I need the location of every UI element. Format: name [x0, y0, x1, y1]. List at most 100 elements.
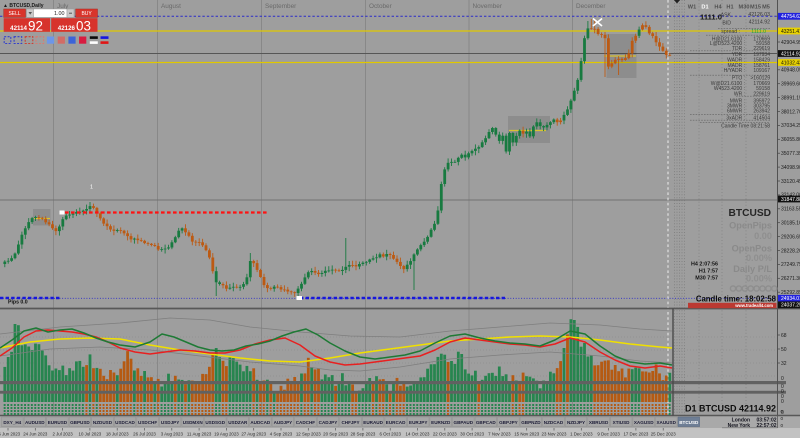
svg-text:EURAUD: EURAUD	[363, 420, 383, 425]
svg-text:14 Oct 2023: 14 Oct 2023	[406, 432, 430, 437]
svg-text:EURCAD: EURCAD	[386, 420, 406, 425]
svg-text:USDZAR: USDZAR	[228, 420, 248, 425]
svg-text:3MWR :: 3MWR :	[727, 103, 745, 109]
svg-text:12 Sep 2023: 12 Sep 2023	[296, 432, 321, 437]
svg-text:31847.88: 31847.88	[781, 197, 800, 203]
svg-text:33120.45: 33120.45	[781, 179, 800, 185]
svg-text:W@D21.6100 :: W@D21.6100 :	[711, 81, 745, 87]
svg-text:03: 03	[76, 18, 91, 33]
svg-text:1.00: 1.00	[54, 11, 65, 17]
svg-text:109167: 109167	[753, 68, 770, 74]
svg-text:M30: M30	[739, 5, 750, 11]
svg-text:NZDJPY: NZDJPY	[567, 420, 585, 425]
svg-text:GBPJPY: GBPJPY	[499, 420, 518, 425]
svg-text:September: September	[265, 3, 297, 10]
svg-text:SELL: SELL	[8, 11, 20, 17]
svg-text:0.00%: 0.00%	[746, 253, 772, 263]
svg-text:ASK: ASK	[721, 13, 732, 19]
svg-text:303795: 303795	[753, 103, 770, 109]
svg-text:GBPUSD: GBPUSD	[70, 420, 90, 425]
svg-text:November: November	[473, 3, 503, 10]
svg-text:CADCHF: CADCHF	[296, 420, 316, 425]
svg-text:3 Aug 2023: 3 Aug 2023	[161, 432, 184, 437]
svg-text:197934: 197934	[753, 52, 770, 58]
svg-text:229619: 229619	[753, 46, 770, 52]
svg-text:263942: 263942	[753, 108, 770, 114]
svg-text:20 Sep 2023: 20 Sep 2023	[323, 432, 348, 437]
svg-text:OpenPips: OpenPips	[729, 221, 772, 231]
svg-text:42126: 42126	[58, 25, 76, 32]
svg-text:BTCUSD: BTCUSD	[679, 420, 699, 425]
svg-text:1111.0: 1111.0	[751, 29, 766, 35]
svg-text:WR :: WR :	[734, 91, 745, 97]
svg-text:2 Jul 2023: 2 Jul 2023	[52, 432, 73, 437]
svg-text:www.tradeall4.com: www.tradeall4.com	[734, 303, 773, 308]
svg-text:MADR :: MADR :	[728, 63, 746, 69]
svg-text:42114: 42114	[10, 25, 27, 32]
svg-text:EURNZD: EURNZD	[431, 420, 451, 425]
svg-text:M15: M15	[750, 5, 761, 11]
svg-text:30185.10: 30185.10	[781, 221, 800, 227]
svg-text:BUY: BUY	[81, 11, 92, 17]
svg-text:USDMXN: USDMXN	[183, 420, 204, 425]
svg-text:CADJPY: CADJPY	[319, 420, 338, 425]
svg-text:59158: 59158	[756, 41, 770, 47]
svg-text:L@D523.4200 :: L@D523.4200 :	[710, 41, 745, 47]
svg-text:25 Dec 2023: 25 Dec 2023	[651, 432, 676, 437]
svg-text:D1 BTCUSD 42114.92: D1 BTCUSD 42114.92	[685, 404, 776, 414]
svg-text:0: 0	[781, 384, 784, 390]
svg-text:1111.0: 1111.0	[700, 13, 722, 22]
svg-text:M5: M5	[762, 5, 770, 11]
svg-text:>160129: >160129	[750, 75, 770, 81]
svg-text:414504: 414504	[753, 115, 770, 121]
svg-text:WADR :: WADR :	[727, 57, 745, 63]
svg-text:Candle Time 08:21:58: Candle Time 08:21:58	[721, 124, 770, 130]
svg-text:0.00: 0.00	[754, 231, 772, 241]
svg-text:USDJPY: USDJPY	[161, 420, 179, 425]
svg-text:New York: New York	[728, 423, 751, 429]
svg-text:44754.62: 44754.62	[781, 14, 800, 20]
svg-text:42126.03: 42126.03	[748, 12, 770, 18]
svg-text:TDR :: TDR :	[732, 46, 745, 52]
svg-text:EURJPY: EURJPY	[409, 420, 427, 425]
svg-text:22:57:02: 22:57:02	[756, 423, 776, 429]
svg-text:XTIUSD: XTIUSD	[613, 420, 631, 425]
svg-text:YDR :: YDR :	[732, 52, 745, 58]
svg-text:spread :: spread :	[721, 29, 740, 35]
svg-text:03:57:02: 03:57:02	[756, 417, 776, 423]
svg-text:31163.55: 31163.55	[781, 207, 800, 213]
svg-text:170669: 170669	[753, 36, 770, 42]
svg-text:Candle time: 18:02:58: Candle time: 18:02:58	[696, 295, 777, 304]
svg-text:32: 32	[781, 361, 787, 367]
svg-text:XAGUSD: XAGUSD	[634, 420, 654, 425]
svg-text:23 Nov 2023: 23 Nov 2023	[542, 432, 567, 437]
svg-text:0.00%: 0.00%	[746, 274, 772, 284]
svg-text:BTCUSD: BTCUSD	[729, 208, 771, 219]
svg-text:H1 7:57: H1 7:57	[699, 269, 718, 275]
svg-text:EURUSD: EURUSD	[48, 420, 68, 425]
svg-text:W4523.4200 :: W4523.4200 :	[714, 86, 745, 92]
svg-text:0: 0	[781, 409, 784, 414]
svg-text:USDCHF: USDCHF	[138, 420, 157, 425]
svg-text:22 Oct 2023: 22 Oct 2023	[433, 432, 457, 437]
svg-text:24 Jun 2023: 24 Jun 2023	[23, 432, 48, 437]
svg-text:XAUUSD: XAUUSD	[656, 420, 676, 425]
svg-text:68: 68	[781, 333, 787, 339]
svg-text:3xADR :: 3xADR :	[726, 115, 745, 121]
svg-text:24037.25: 24037.25	[781, 303, 800, 309]
svg-text:229619: 229619	[753, 91, 770, 97]
svg-text:H1: H1	[726, 5, 733, 11]
svg-text:July: July	[57, 3, 69, 10]
svg-text:0: 0	[781, 376, 784, 382]
svg-text:Pips 0.0: Pips 0.0	[8, 300, 28, 306]
svg-text:4 Sep 2023: 4 Sep 2023	[270, 432, 293, 437]
svg-text:9 Dec 2023: 9 Dec 2023	[597, 432, 620, 437]
svg-text:AUDJPY: AUDJPY	[274, 420, 293, 425]
svg-text:59158: 59158	[756, 86, 770, 92]
svg-text:August: August	[161, 3, 181, 10]
svg-text:35077.35: 35077.35	[781, 151, 800, 157]
svg-text:6MWR :: 6MWR :	[727, 108, 745, 114]
svg-text:AUDCAD: AUDCAD	[250, 420, 271, 425]
svg-text:MWR :: MWR :	[730, 98, 745, 104]
svg-text:42114.92: 42114.92	[781, 51, 800, 57]
